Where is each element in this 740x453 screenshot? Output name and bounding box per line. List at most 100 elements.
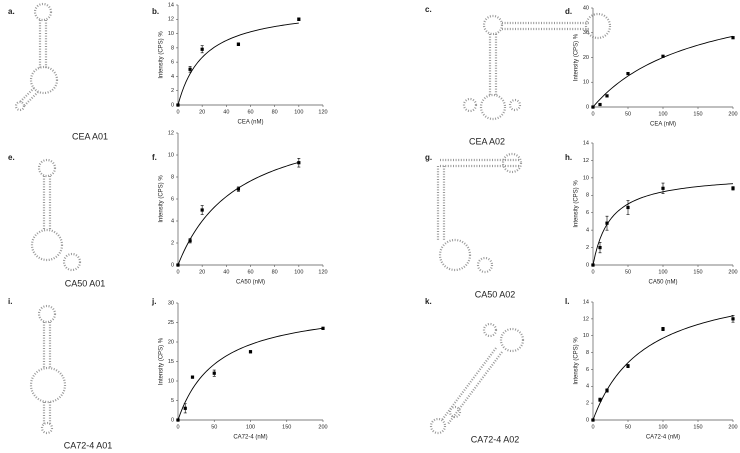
- y-tick-label: 4: [586, 228, 589, 234]
- x-axis-title: CEA (nM): [237, 120, 263, 126]
- y-axis-title: Intensity (CPS) %: [574, 33, 580, 81]
- y-axis-title: Intensity (CPS) %: [159, 175, 165, 223]
- fit-curve: [177, 327, 324, 421]
- data-point: [200, 47, 204, 51]
- data-point: [661, 54, 665, 58]
- x-tick-label: 20: [199, 109, 205, 115]
- data-point: [598, 398, 602, 402]
- y-axis-title: Intensity (CPS) %: [159, 337, 165, 385]
- x-tick-label: 80: [272, 269, 278, 275]
- y-tick-label: 10: [583, 333, 589, 339]
- y-tick-label: 0: [171, 262, 174, 268]
- rna-structure: [14, 2, 59, 112]
- y-tick-label: 6: [171, 196, 174, 202]
- panel-label: h.: [565, 153, 572, 162]
- x-tick-label: 40: [223, 109, 229, 115]
- data-point: [297, 161, 301, 165]
- data-point: [626, 364, 630, 368]
- y-tick-label: 12: [583, 158, 589, 164]
- x-tick-label: 60: [247, 269, 253, 275]
- y-tick-label: 5: [171, 398, 174, 404]
- y-tick-label: 20: [168, 339, 174, 345]
- rna-structure: [462, 12, 612, 121]
- panel-label: a.: [8, 7, 15, 16]
- data-point: [176, 263, 180, 267]
- x-tick-label: 80: [272, 109, 278, 115]
- data-point: [188, 239, 192, 243]
- y-tick-label: 20: [583, 55, 589, 61]
- data-point: [188, 67, 192, 71]
- x-tick-label: 0: [591, 424, 594, 430]
- x-tick-label: 60: [247, 109, 253, 115]
- y-axis-title: Intensity (CPS) %: [574, 180, 580, 228]
- x-axis-title: CEA (nM): [650, 122, 676, 128]
- y-tick-label: 12: [583, 316, 589, 322]
- y-tick-label: 25: [168, 320, 174, 326]
- x-tick-label: 0: [176, 269, 179, 275]
- panel-label: d.: [565, 7, 572, 16]
- y-axis-title: Intensity (CPS) %: [159, 31, 165, 79]
- x-tick-label: 200: [728, 269, 737, 275]
- data-point: [731, 36, 735, 40]
- y-tick-label: 10: [583, 80, 589, 86]
- x-tick-label: 0: [176, 109, 179, 115]
- y-tick-label: 12: [168, 17, 174, 23]
- panel-label: i.: [8, 297, 12, 306]
- data-point: [321, 326, 325, 330]
- x-tick-label: 50: [211, 424, 217, 430]
- structure-name: CA50 A01: [65, 278, 106, 288]
- y-tick-label: 0: [586, 104, 589, 110]
- y-tick-label: 10: [168, 31, 174, 37]
- x-tick-label: 150: [282, 424, 291, 430]
- panel-label: k.: [425, 297, 432, 306]
- data-point: [176, 418, 180, 422]
- y-tick-label: 14: [168, 2, 174, 8]
- rna-structure: [30, 158, 82, 272]
- y-tick-label: 2: [586, 245, 589, 251]
- fit-curve: [177, 161, 299, 266]
- fit-curve: [592, 35, 734, 108]
- fit-curve: [177, 22, 299, 106]
- data-point: [212, 371, 216, 375]
- data-point: [605, 94, 609, 98]
- y-tick-label: 6: [586, 210, 589, 216]
- x-tick-label: 200: [728, 111, 737, 117]
- panel-label: l.: [565, 297, 569, 306]
- y-tick-label: 10: [583, 175, 589, 181]
- structure-name: CA72-4 A01: [64, 440, 113, 450]
- data-point: [297, 17, 301, 21]
- y-tick-label: 8: [586, 193, 589, 199]
- y-axis-title: Intensity (CPS) %: [574, 337, 580, 385]
- y-tick-label: 0: [586, 417, 589, 423]
- panel-label: f.: [152, 153, 157, 162]
- x-tick-label: 100: [246, 424, 255, 430]
- structure-name: CEA A02: [469, 136, 505, 146]
- data-point: [190, 375, 195, 379]
- panel-label: c.: [425, 5, 432, 14]
- y-tick-label: 4: [171, 74, 174, 80]
- x-axis-title: CA50 (nM): [648, 280, 677, 286]
- x-tick-label: 200: [728, 424, 737, 430]
- y-tick-label: 4: [171, 218, 174, 224]
- panel-label: b.: [152, 7, 159, 16]
- fit-curve: [592, 183, 734, 266]
- y-tick-label: 2: [171, 240, 174, 246]
- data-point: [598, 245, 602, 250]
- y-tick-label: 6: [171, 60, 174, 66]
- y-tick-label: 10: [168, 378, 174, 384]
- panel-label: e.: [8, 153, 15, 162]
- y-tick-label: 8: [586, 350, 589, 356]
- y-tick-label: 30: [583, 30, 589, 36]
- data-point: [591, 105, 595, 109]
- data-point: [183, 406, 187, 410]
- x-tick-label: 200: [318, 424, 327, 430]
- rna-structure: [29, 304, 67, 435]
- y-tick-label: 4: [586, 384, 589, 390]
- x-tick-label: 150: [693, 424, 702, 430]
- data-point: [176, 103, 180, 107]
- x-tick-label: 120: [318, 109, 327, 115]
- data-point: [731, 317, 735, 321]
- data-point: [731, 186, 735, 190]
- x-tick-label: 100: [658, 269, 667, 275]
- data-point: [200, 208, 204, 212]
